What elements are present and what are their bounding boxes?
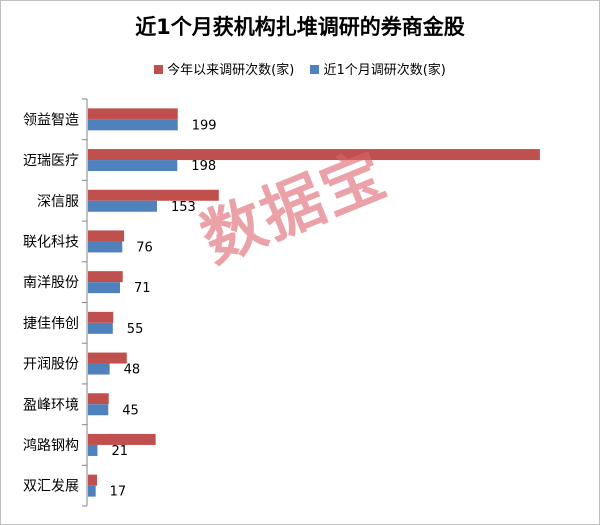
bar-series-1 <box>88 189 219 201</box>
category-label: 盈峰环境 <box>23 397 79 413</box>
data-label-series-2: 48 <box>124 363 141 378</box>
bar-series-2 <box>88 444 98 456</box>
bar-series-1 <box>88 433 156 445</box>
data-label-series-2: 17 <box>110 485 127 500</box>
legend-label-series-1: 今年以来调研次数(家) <box>167 63 295 78</box>
category-label: 南洋股份 <box>23 275 79 291</box>
bar-series-1 <box>88 311 114 323</box>
category-label: 联化科技 <box>23 234 79 250</box>
legend-swatch-series-2 <box>310 65 320 74</box>
legend-label-series-2: 近1个月调研次数(家) <box>323 63 446 78</box>
category-label: 深信服 <box>37 194 79 210</box>
bar-series-2 <box>88 404 109 416</box>
chart-title: 近1个月获机构扎堆调研的券商金股 <box>135 15 465 39</box>
bar-series-1 <box>88 108 178 120</box>
bar-series-2 <box>88 282 121 294</box>
category-label: 双汇发展 <box>23 479 79 495</box>
data-label-series-2: 198 <box>191 159 216 174</box>
data-label-series-2: 55 <box>127 322 144 337</box>
data-label-series-2: 71 <box>134 281 151 296</box>
data-label-series-2: 45 <box>122 403 139 418</box>
bar-series-2 <box>88 485 96 497</box>
data-label-series-2: 199 <box>192 118 217 133</box>
category-label: 鸿路钢构 <box>23 437 79 454</box>
category-label: 捷佳伟创 <box>23 316 79 332</box>
legend-swatch-series-1 <box>154 65 164 74</box>
data-label-series-2: 76 <box>136 240 153 255</box>
bar-series-1 <box>88 271 123 283</box>
bar-series-1 <box>88 474 98 486</box>
bar-series-1 <box>88 352 127 364</box>
bar-series-2 <box>88 322 113 334</box>
legend-item-series-1: 今年以来调研次数(家) <box>154 59 294 78</box>
bar-series-2 <box>88 363 110 375</box>
data-label-series-2: 21 <box>111 444 128 459</box>
category-label: 领益智造 <box>23 112 79 128</box>
data-label-series-2: 153 <box>171 200 196 215</box>
bar-series-2 <box>88 200 158 212</box>
bar-series-1 <box>88 393 109 405</box>
category-label: 迈瑞医疗 <box>23 153 79 169</box>
category-label: 开润股份 <box>23 357 79 373</box>
legend: 今年以来调研次数(家) 近1个月调研次数(家) <box>1 59 599 78</box>
legend-item-series-2: 近1个月调研次数(家) <box>310 59 446 78</box>
bar-series-2 <box>88 241 123 253</box>
bar-series-1 <box>88 149 540 161</box>
bar-series-2 <box>88 160 178 172</box>
bar-series-1 <box>88 230 125 242</box>
bar-series-2 <box>88 119 178 131</box>
